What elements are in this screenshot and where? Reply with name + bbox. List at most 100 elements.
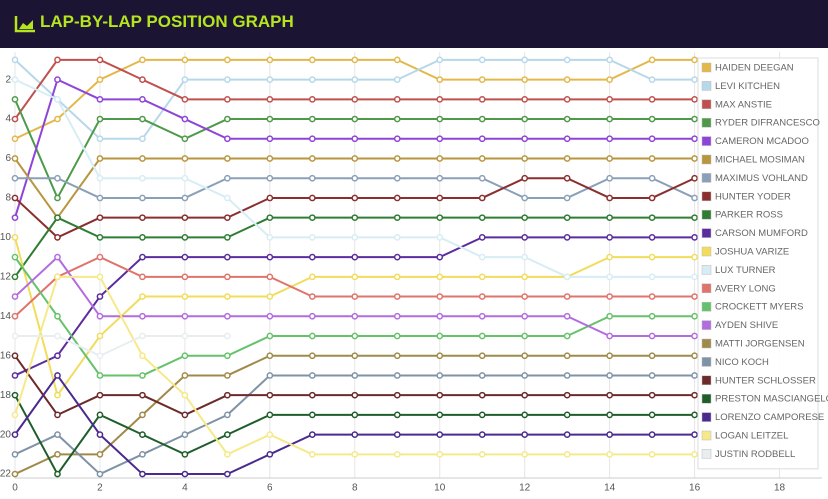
legend-label: AVERY LONG bbox=[715, 283, 776, 294]
point bbox=[308, 155, 316, 162]
point bbox=[563, 352, 571, 360]
point bbox=[266, 95, 274, 103]
y-tick-label: 14 bbox=[0, 311, 11, 322]
point bbox=[606, 273, 613, 281]
point bbox=[393, 194, 401, 202]
point bbox=[308, 450, 316, 458]
point bbox=[478, 332, 486, 340]
point bbox=[224, 56, 231, 64]
point bbox=[393, 411, 401, 419]
point bbox=[308, 253, 316, 261]
point bbox=[266, 352, 274, 360]
point bbox=[181, 391, 189, 399]
point bbox=[139, 470, 146, 478]
point bbox=[436, 312, 444, 320]
point bbox=[478, 115, 486, 123]
point bbox=[181, 174, 189, 182]
point bbox=[393, 273, 401, 281]
legend-swatch bbox=[701, 81, 712, 91]
point bbox=[563, 155, 571, 162]
x-tick-label: 10 bbox=[434, 483, 446, 494]
legend-label: PRESTON MASCIANGELO bbox=[715, 394, 828, 405]
point bbox=[393, 214, 401, 222]
y-tick-label: 8 bbox=[5, 193, 11, 204]
point bbox=[436, 115, 444, 123]
legend-label: JUSTIN RODBELL bbox=[715, 449, 795, 460]
point bbox=[478, 253, 486, 261]
y-tick-label: 22 bbox=[0, 469, 11, 480]
x-tick-label: 4 bbox=[182, 483, 188, 494]
point bbox=[478, 273, 486, 281]
point bbox=[224, 253, 231, 261]
point bbox=[54, 56, 61, 64]
point bbox=[478, 431, 486, 438]
point bbox=[181, 273, 189, 281]
legend-swatch bbox=[701, 154, 712, 165]
point bbox=[11, 95, 19, 103]
point bbox=[393, 56, 401, 64]
point bbox=[691, 95, 698, 103]
point bbox=[563, 450, 571, 458]
point bbox=[266, 214, 274, 222]
point bbox=[393, 312, 401, 320]
point bbox=[521, 411, 529, 419]
point bbox=[96, 135, 104, 143]
point bbox=[181, 115, 189, 123]
x-tick-label: 14 bbox=[604, 483, 616, 494]
legend-swatch bbox=[701, 320, 712, 330]
y-tick-label: 12 bbox=[0, 271, 11, 282]
point bbox=[648, 450, 656, 458]
legend-label: MATTI JORGENSEN bbox=[715, 339, 805, 350]
point bbox=[266, 234, 274, 241]
point bbox=[54, 312, 61, 320]
x-tick-label: 0 bbox=[12, 483, 18, 494]
point bbox=[96, 95, 104, 103]
point bbox=[11, 253, 19, 261]
point bbox=[139, 76, 146, 83]
point bbox=[11, 76, 19, 83]
series-line bbox=[15, 335, 228, 357]
y-tick-label: 18 bbox=[0, 390, 11, 401]
point bbox=[436, 214, 444, 222]
point bbox=[563, 293, 571, 300]
point bbox=[521, 273, 529, 281]
point bbox=[478, 194, 486, 202]
point bbox=[139, 174, 146, 182]
point bbox=[351, 135, 359, 143]
point bbox=[521, 135, 529, 143]
point bbox=[308, 273, 316, 281]
point bbox=[351, 76, 359, 83]
point bbox=[351, 115, 359, 123]
point bbox=[96, 352, 104, 360]
point bbox=[181, 76, 189, 83]
point bbox=[308, 56, 316, 64]
point bbox=[181, 56, 189, 64]
point bbox=[224, 312, 231, 320]
point bbox=[308, 411, 316, 419]
point bbox=[224, 95, 231, 103]
point bbox=[139, 155, 146, 162]
point bbox=[54, 352, 61, 360]
point bbox=[266, 332, 274, 340]
point bbox=[139, 431, 146, 438]
point bbox=[606, 431, 613, 438]
point bbox=[351, 194, 359, 202]
point bbox=[521, 352, 529, 360]
point bbox=[351, 95, 359, 103]
point bbox=[436, 174, 444, 182]
point bbox=[691, 234, 698, 241]
point bbox=[351, 450, 359, 458]
point bbox=[521, 115, 529, 123]
point bbox=[393, 391, 401, 399]
point bbox=[478, 391, 486, 399]
point bbox=[691, 253, 698, 261]
point bbox=[393, 115, 401, 123]
point bbox=[691, 115, 698, 123]
point bbox=[266, 372, 274, 379]
legend-swatch bbox=[701, 228, 712, 238]
point bbox=[266, 76, 274, 83]
point bbox=[11, 135, 19, 143]
point bbox=[436, 76, 444, 83]
point bbox=[181, 352, 189, 360]
